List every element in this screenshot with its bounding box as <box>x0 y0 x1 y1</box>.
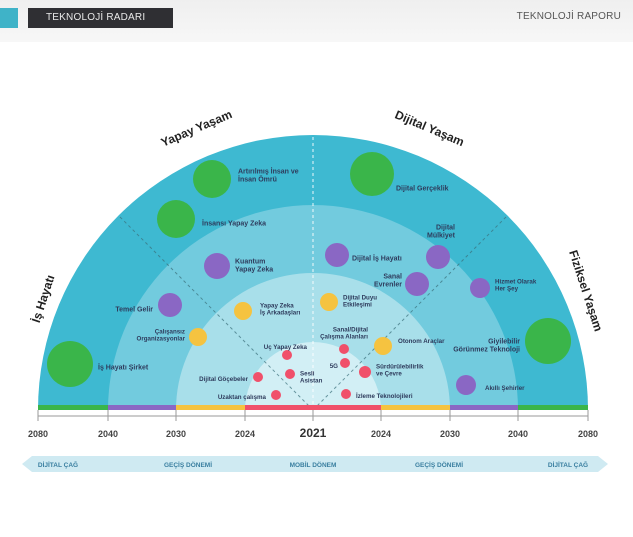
baseline-yellow-right <box>381 405 450 410</box>
tech-marker-red <box>271 390 281 400</box>
tech-label: Yapay Zeka İş Arkadaşları <box>260 302 301 316</box>
tech-marker-purple <box>158 293 182 317</box>
tech-label: Kuantum Yapay Zeka <box>235 258 273 273</box>
tech-label: Uç Yapay Zeka <box>264 344 308 351</box>
tech-label: Hizmet Olarak Her Şey <box>495 278 537 292</box>
tech-marker-red <box>285 369 295 379</box>
header-accent <box>0 8 18 28</box>
tech-label: Otonom Araçlar <box>398 338 445 345</box>
tech-label: Dijital Duyu Etkileşimi <box>343 294 377 308</box>
tech-marker-green <box>525 318 571 364</box>
sector-label-yapay-yasam: Yapay Yaşam <box>159 107 234 150</box>
tech-label: Akıllı Şehirler <box>485 385 525 392</box>
baseline-yellow-left <box>176 405 245 410</box>
tech-marker-red <box>359 366 371 378</box>
tech-marker-green <box>47 341 93 387</box>
timeline-year-label: 2030 <box>440 429 460 439</box>
tech-label: Dijital İş Hayatı <box>352 254 402 262</box>
era-bar <box>22 456 608 472</box>
tech-marker-red <box>253 372 263 382</box>
tech-label: Temel Gelir <box>115 306 153 313</box>
tech-label: İnsansı Yapay Zeka <box>202 219 266 227</box>
timeline-year-label: 2080 <box>28 429 48 439</box>
era-label: DİJİTAL ÇAĞ <box>38 460 78 469</box>
baseline-purple-left <box>108 405 176 410</box>
tech-marker-yellow <box>374 337 392 355</box>
tech-label: Sanal Evrenler <box>374 273 402 288</box>
tech-marker-purple <box>426 245 450 269</box>
report-title: TEKNOLOJİ RAPORU <box>516 11 621 22</box>
timeline-year-label: 2040 <box>508 429 528 439</box>
era-label: DİJİTAL ÇAĞ <box>548 460 588 469</box>
baseline-red <box>245 405 381 410</box>
tech-label: Sesli Asistan <box>300 370 323 384</box>
tech-marker-purple <box>405 272 429 296</box>
tech-marker-purple <box>470 278 490 298</box>
tech-marker-red <box>282 350 292 360</box>
tech-label: Çalışansız Organizasyonlar <box>137 328 186 342</box>
tech-marker-purple <box>204 253 230 279</box>
tech-marker-green <box>157 200 195 238</box>
tech-label: Artırılmış İnsan ve İnsan Ömrü <box>238 167 299 183</box>
tech-label: Sürdürülebilirlik ve Çevre <box>376 363 424 377</box>
tech-marker-green <box>193 160 231 198</box>
tech-marker-red <box>340 358 350 368</box>
tech-label: Sanal/Dijital Çalışma Alanları <box>320 326 368 340</box>
tech-marker-red <box>339 344 349 354</box>
tech-label: Uzaktan çalışma <box>218 394 267 401</box>
tech-label: İş Hayatı Şirket <box>98 363 149 371</box>
tech-marker-green <box>350 152 394 196</box>
tech-label: İzleme Teknolojileri <box>356 393 413 400</box>
baseline-green-left <box>38 405 108 410</box>
tech-marker-purple <box>456 375 476 395</box>
timeline-year-label: 2040 <box>98 429 118 439</box>
tech-label: 5G <box>330 363 338 370</box>
baseline-purple-right <box>450 405 518 410</box>
timeline-ticks: 2080 2040 2030 2024 2024 2030 2040 2080 <box>28 410 598 439</box>
tech-label: Giyilebilir Görünmez Teknoloji <box>453 338 520 353</box>
timeline-year-label: 2024 <box>235 429 255 439</box>
section-title-badge: TEKNOLOJİ RADARI <box>28 8 173 28</box>
timeline-year-label: 2030 <box>166 429 186 439</box>
era-label: GEÇİŞ DÖNEMİ <box>415 460 463 469</box>
era-label: GEÇİŞ DÖNEMİ <box>164 460 212 469</box>
tech-label: Dijital Gerçeklik <box>396 185 449 192</box>
tech-label: Dijital Mülkiyet <box>427 224 456 239</box>
sector-label-is-hayati: İş Hayatı <box>28 273 58 325</box>
divider-right <box>312 214 509 411</box>
sector-label-dijital-yasam: Dijital Yaşam <box>393 107 466 149</box>
tech-label: Dijital Göçebeler <box>199 376 248 383</box>
tech-marker-yellow <box>234 302 252 320</box>
divider-left <box>117 214 314 411</box>
baseline-green-right <box>518 405 588 410</box>
center-year: 2021 <box>300 426 327 440</box>
timeline-year-label: 2080 <box>578 429 598 439</box>
tech-marker-red <box>341 389 351 399</box>
tech-marker-yellow <box>320 293 338 311</box>
technology-markers: Artırılmış İnsan ve İnsan Ömrü İnsansı Yap… <box>47 152 571 401</box>
era-labels: DİJİTAL ÇAĞ GEÇİŞ DÖNEMİ MOBİL DÖNEM GEÇİŞ … <box>38 460 588 469</box>
timeline-year-label: 2024 <box>371 429 391 439</box>
tech-marker-yellow <box>189 328 207 346</box>
tech-marker-purple <box>325 243 349 267</box>
era-label: MOBİL DÖNEM <box>290 460 337 469</box>
